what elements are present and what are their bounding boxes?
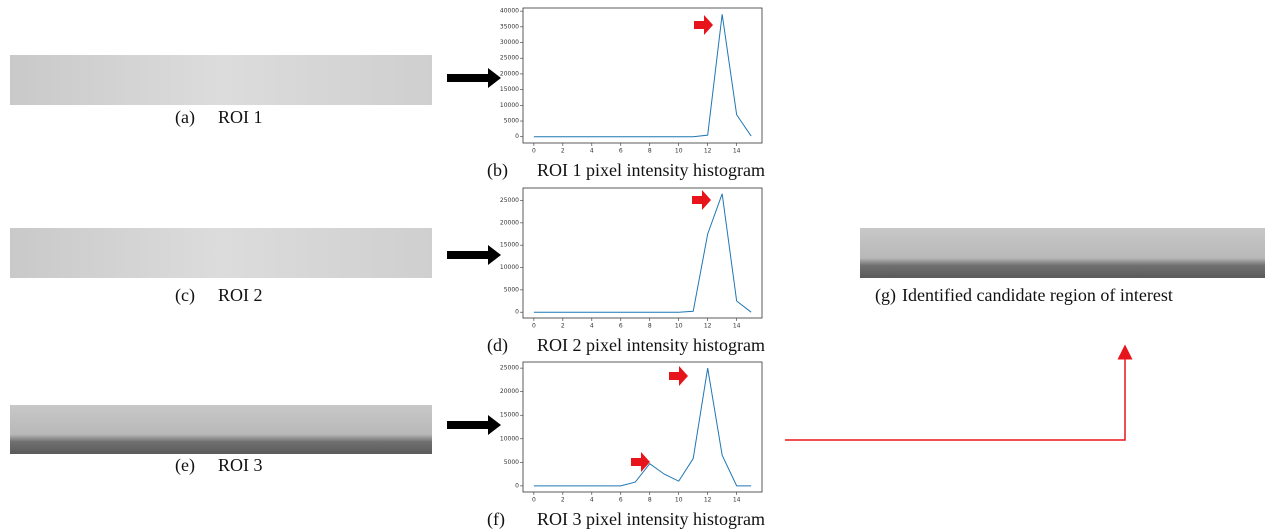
x-tick-label: 8 bbox=[648, 323, 652, 330]
y-tick-label: 25000 bbox=[500, 55, 519, 62]
panel-label: (a) bbox=[175, 107, 195, 128]
x-tick-label: 2 bbox=[561, 148, 565, 155]
x-tick-label: 10 bbox=[675, 323, 683, 330]
y-tick-label: 5000 bbox=[504, 118, 519, 125]
x-tick-label: 2 bbox=[561, 497, 565, 504]
x-tick-label: 8 bbox=[648, 148, 652, 155]
x-tick-label: 10 bbox=[675, 148, 683, 155]
y-tick-label: 25000 bbox=[500, 197, 519, 204]
panel-caption: Identified candidate region of interest bbox=[902, 285, 1173, 305]
caption-label: (f) bbox=[487, 509, 505, 530]
peak-arrows bbox=[631, 15, 713, 472]
caption-label: (b) bbox=[487, 160, 508, 181]
plot-frame bbox=[522, 361, 763, 493]
y-tick-label: 5000 bbox=[504, 286, 519, 293]
panel-label: (c) bbox=[175, 285, 195, 306]
candidate-image bbox=[860, 228, 1265, 278]
roi-image bbox=[10, 55, 432, 105]
x-tick-label: 8 bbox=[648, 497, 652, 504]
caption-title: ROI 1 pixel intensity histogram bbox=[537, 160, 765, 180]
caption-title: ROI 3 pixel intensity histogram bbox=[537, 509, 765, 529]
caption-label: (d) bbox=[487, 335, 508, 356]
y-tick-label: 20000 bbox=[500, 219, 519, 226]
flow-arrows bbox=[447, 68, 501, 435]
y-tick-label: 15000 bbox=[500, 412, 519, 419]
x-tick-label: 12 bbox=[704, 148, 712, 155]
panel-label: (e) bbox=[175, 455, 195, 476]
y-tick-label: 25000 bbox=[500, 365, 519, 372]
histogram-line bbox=[533, 14, 752, 138]
y-tick-label: 15000 bbox=[500, 86, 519, 93]
x-tick-label: 0 bbox=[532, 497, 536, 504]
x-tick-label: 14 bbox=[733, 323, 741, 330]
plot-frame bbox=[522, 7, 763, 144]
roi-image bbox=[10, 405, 432, 454]
x-tick-label: 6 bbox=[619, 497, 623, 504]
x-tick-label: 12 bbox=[704, 497, 712, 504]
y-tick-label: 20000 bbox=[500, 388, 519, 395]
x-tick-label: 0 bbox=[532, 323, 536, 330]
panel-label: (g) bbox=[875, 285, 896, 306]
panel-caption: ROI 3 bbox=[218, 455, 263, 475]
x-tick-label: 10 bbox=[675, 497, 683, 504]
y-tick-label: 10000 bbox=[500, 264, 519, 271]
caption-title: ROI 2 pixel intensity histogram bbox=[537, 335, 765, 355]
y-tick-label: 0 bbox=[515, 309, 519, 316]
y-tick-label: 20000 bbox=[500, 70, 519, 77]
x-tick-label: 4 bbox=[590, 497, 594, 504]
y-tick-label: 15000 bbox=[500, 242, 519, 249]
y-tick-label: 40000 bbox=[500, 8, 519, 15]
x-tick-label: 6 bbox=[619, 323, 623, 330]
y-tick-label: 10000 bbox=[500, 435, 519, 442]
x-tick-label: 4 bbox=[590, 148, 594, 155]
x-tick-label: 14 bbox=[733, 148, 741, 155]
connector-arrow bbox=[785, 344, 1133, 441]
panel-caption: ROI 2 bbox=[218, 285, 263, 305]
x-tick-label: 0 bbox=[532, 148, 536, 155]
panel-caption: ROI 1 bbox=[218, 107, 263, 127]
y-tick-label: 35000 bbox=[500, 23, 519, 30]
x-tick-label: 12 bbox=[704, 323, 712, 330]
x-tick-label: 2 bbox=[561, 323, 565, 330]
histogram-line bbox=[533, 368, 752, 487]
x-tick-label: 14 bbox=[733, 497, 741, 504]
y-tick-label: 0 bbox=[515, 133, 519, 140]
y-tick-label: 5000 bbox=[504, 459, 519, 466]
x-tick-label: 4 bbox=[590, 323, 594, 330]
roi-image bbox=[10, 228, 432, 278]
y-tick-label: 10000 bbox=[500, 102, 519, 109]
x-tick-label: 6 bbox=[619, 148, 623, 155]
y-tick-label: 30000 bbox=[500, 39, 519, 46]
histogram-line bbox=[533, 193, 752, 313]
plot-frame bbox=[522, 187, 763, 319]
y-tick-label: 0 bbox=[515, 482, 519, 489]
